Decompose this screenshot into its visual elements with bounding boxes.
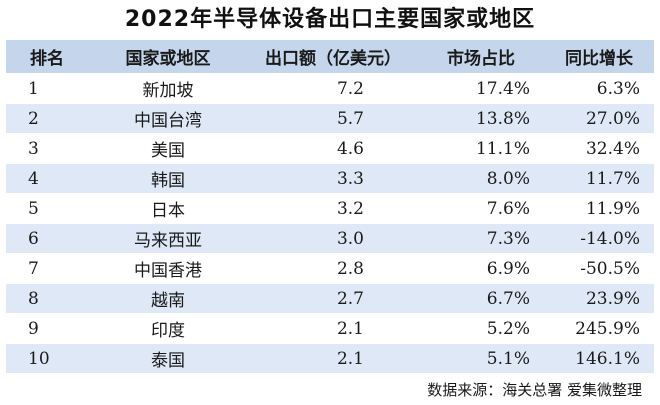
cell-growth: 11.7%	[544, 163, 654, 194]
cell-share: 13.8%	[418, 103, 544, 134]
cell-region: 美国	[88, 133, 248, 164]
cell-amount: 3.2	[248, 193, 418, 224]
table-row: 9 印度 2.1 5.2% 245.9%	[6, 313, 654, 344]
cell-rank: 10	[6, 343, 88, 374]
table-row: 4 韩国 3.3 8.0% 11.7%	[6, 163, 654, 194]
cell-growth: 146.1%	[544, 343, 654, 374]
cell-rank: 9	[6, 313, 88, 344]
cell-growth: 11.9%	[544, 193, 654, 224]
header-region: 国家或地区	[88, 40, 248, 74]
cell-region: 中国香港	[88, 253, 248, 284]
table-row: 3 美国 4.6 11.1% 32.4%	[6, 133, 654, 164]
cell-rank: 8	[6, 283, 88, 314]
cell-share: 8.0%	[418, 163, 544, 194]
cell-share: 6.7%	[418, 283, 544, 314]
cell-share: 5.2%	[418, 313, 544, 344]
cell-share: 6.9%	[418, 253, 544, 284]
table-row: 10 泰国 2.1 5.1% 146.1%	[6, 343, 654, 374]
cell-growth: -50.5%	[544, 253, 654, 284]
table-row: 5 日本 3.2 7.6% 11.9%	[6, 193, 654, 224]
cell-amount: 5.7	[248, 103, 418, 134]
source-note: 数据来源：海关总署 爱集微整理	[427, 381, 642, 399]
header-amount: 出口额（亿美元）	[248, 40, 418, 74]
page-title: 2022年半导体设备出口主要国家或地区	[124, 7, 536, 32]
cell-amount: 2.8	[248, 253, 418, 284]
cell-share: 5.1%	[418, 343, 544, 374]
cell-rank: 7	[6, 253, 88, 284]
cell-rank: 2	[6, 103, 88, 134]
cell-growth: 245.9%	[544, 313, 654, 344]
header-share: 市场占比	[418, 40, 544, 74]
cell-region: 越南	[88, 283, 248, 314]
table-header-row: 排名 国家或地区 出口额（亿美元） 市场占比 同比增长	[6, 40, 654, 74]
table-row: 7 中国香港 2.8 6.9% -50.5%	[6, 253, 654, 284]
header-growth: 同比增长	[544, 40, 654, 74]
header-rank: 排名	[6, 40, 88, 74]
cell-amount: 2.1	[248, 313, 418, 344]
cell-amount: 7.2	[248, 73, 418, 104]
cell-share: 11.1%	[418, 133, 544, 164]
cell-growth: 32.4%	[544, 133, 654, 164]
cell-amount: 2.7	[248, 283, 418, 314]
cell-amount: 3.3	[248, 163, 418, 194]
cell-amount: 4.6	[248, 133, 418, 164]
cell-amount: 2.1	[248, 343, 418, 374]
cell-region: 中国台湾	[88, 103, 248, 134]
cell-growth: -14.0%	[544, 223, 654, 254]
cell-rank: 4	[6, 163, 88, 194]
cell-rank: 5	[6, 193, 88, 224]
cell-share: 7.3%	[418, 223, 544, 254]
cell-region: 印度	[88, 313, 248, 344]
cell-amount: 3.0	[248, 223, 418, 254]
table-row: 2 中国台湾 5.7 13.8% 27.0%	[6, 103, 654, 134]
cell-region: 马来西亚	[88, 223, 248, 254]
cell-region: 韩国	[88, 163, 248, 194]
export-table: 排名 国家或地区 出口额（亿美元） 市场占比 同比增长 1 新加坡 7.2 17…	[6, 40, 654, 374]
cell-region: 日本	[88, 193, 248, 224]
table-row: 6 马来西亚 3.0 7.3% -14.0%	[6, 223, 654, 254]
cell-growth: 27.0%	[544, 103, 654, 134]
cell-growth: 23.9%	[544, 283, 654, 314]
cell-rank: 6	[6, 223, 88, 254]
cell-growth: 6.3%	[544, 73, 654, 104]
table-row: 8 越南 2.7 6.7% 23.9%	[6, 283, 654, 314]
cell-region: 泰国	[88, 343, 248, 374]
cell-rank: 3	[6, 133, 88, 164]
cell-region: 新加坡	[88, 73, 248, 104]
cell-rank: 1	[6, 73, 88, 104]
table-row: 1 新加坡 7.2 17.4% 6.3%	[6, 73, 654, 104]
cell-share: 7.6%	[418, 193, 544, 224]
cell-share: 17.4%	[418, 73, 544, 104]
